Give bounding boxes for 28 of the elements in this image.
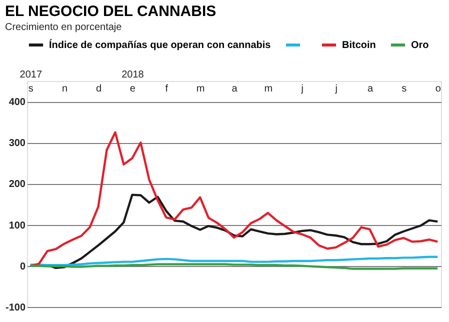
legend-label: Índice de compañías que operan con cannabis — [49, 39, 272, 51]
line-series — [29, 256, 439, 266]
x-tick-label: s — [28, 84, 34, 94]
x-tick-label: a — [232, 84, 238, 94]
x-tick-label: e — [130, 84, 136, 94]
y-tick-label: 200 — [8, 179, 26, 190]
chart-subtitle: Crecimiento en porcentaje — [4, 22, 122, 33]
line-series — [29, 131, 439, 268]
y-tick-label: -100 — [5, 302, 26, 314]
x-tick-label: d — [96, 84, 102, 94]
x-tick-label: n — [62, 84, 68, 94]
y-tick-label: 100 — [8, 220, 26, 232]
x-tick-label: s — [402, 84, 407, 94]
x-tick-label: a — [367, 84, 374, 94]
x-tick-label: o — [435, 84, 442, 94]
x-tick-label: m — [196, 84, 205, 94]
text: 2017 — [20, 70, 42, 80]
y-tick-label: 400 — [8, 97, 26, 108]
legend-label: Oro — [411, 40, 429, 51]
y-tick-label: 0 — [20, 261, 26, 272]
x-tick-label: m — [264, 84, 273, 94]
text: 2018 — [122, 70, 144, 80]
y-tick-label: 300 — [8, 138, 26, 150]
chart-title: EL NEGOCIO DEL CANNABIS — [4, 3, 216, 20]
x-tick-label: j — [300, 84, 304, 94]
x-tick-label: f — [165, 84, 168, 94]
legend-label: Bitcoin — [342, 40, 376, 51]
x-tick-label: j — [334, 84, 338, 94]
